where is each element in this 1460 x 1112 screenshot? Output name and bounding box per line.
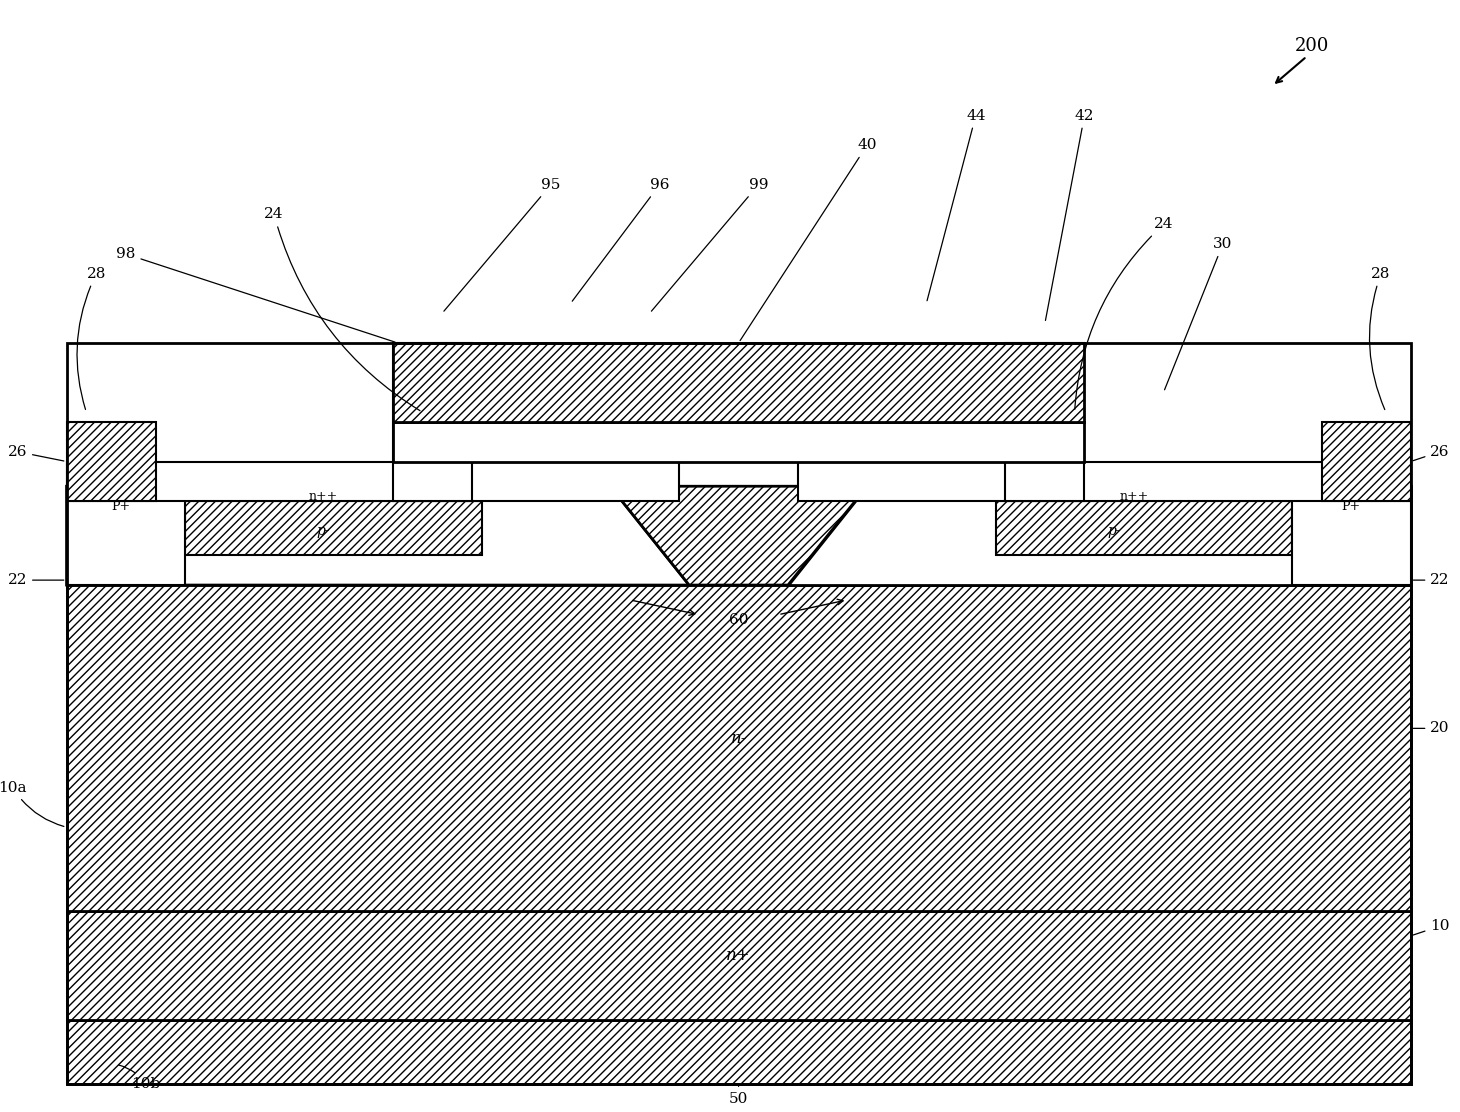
Bar bbox=[996, 502, 1292, 555]
Text: 40: 40 bbox=[740, 138, 877, 340]
Text: 24: 24 bbox=[1075, 217, 1174, 409]
Polygon shape bbox=[1292, 486, 1410, 585]
Bar bbox=[67, 585, 1410, 911]
Text: 60: 60 bbox=[729, 613, 749, 627]
Text: 22: 22 bbox=[1413, 573, 1450, 587]
Bar bbox=[1321, 421, 1410, 502]
Bar bbox=[1006, 342, 1085, 502]
Polygon shape bbox=[67, 486, 689, 585]
Bar bbox=[393, 342, 1085, 421]
Text: 22: 22 bbox=[7, 573, 64, 587]
Text: 99: 99 bbox=[651, 178, 768, 311]
Bar bbox=[67, 342, 1410, 1084]
Bar bbox=[67, 461, 679, 502]
Bar bbox=[797, 461, 1410, 502]
Text: 10b: 10b bbox=[118, 1065, 161, 1091]
Text: p-: p- bbox=[1107, 524, 1121, 538]
Bar bbox=[393, 421, 1085, 461]
Polygon shape bbox=[67, 486, 185, 585]
Text: 30: 30 bbox=[1165, 237, 1232, 390]
Text: P+: P+ bbox=[111, 499, 130, 513]
Text: 24: 24 bbox=[264, 208, 420, 410]
Text: 26: 26 bbox=[7, 445, 64, 461]
Text: 42: 42 bbox=[1045, 109, 1094, 320]
Text: n++: n++ bbox=[310, 489, 339, 503]
Text: 28: 28 bbox=[77, 267, 107, 409]
Text: 28: 28 bbox=[1369, 267, 1390, 409]
Text: P+: P+ bbox=[1342, 499, 1361, 513]
Text: 96: 96 bbox=[572, 178, 669, 301]
Bar bbox=[393, 342, 472, 502]
Text: 95: 95 bbox=[444, 178, 561, 311]
Text: p-: p- bbox=[317, 524, 330, 538]
Bar bbox=[67, 1020, 1410, 1084]
Text: n-: n- bbox=[730, 729, 746, 747]
Text: 20: 20 bbox=[1413, 722, 1450, 735]
Text: 44: 44 bbox=[927, 109, 986, 300]
Text: 200: 200 bbox=[1295, 38, 1329, 56]
Text: 10a: 10a bbox=[0, 781, 64, 826]
Polygon shape bbox=[788, 486, 1410, 585]
Text: 98: 98 bbox=[117, 247, 396, 342]
Bar bbox=[67, 421, 156, 502]
Bar bbox=[185, 502, 482, 555]
Text: n++: n++ bbox=[1120, 489, 1149, 503]
Bar bbox=[67, 911, 1410, 1020]
Text: 50: 50 bbox=[729, 1084, 749, 1106]
Text: n+: n+ bbox=[726, 947, 750, 964]
Text: 26: 26 bbox=[1413, 445, 1450, 460]
Text: 10: 10 bbox=[1413, 919, 1450, 935]
Polygon shape bbox=[610, 486, 867, 585]
